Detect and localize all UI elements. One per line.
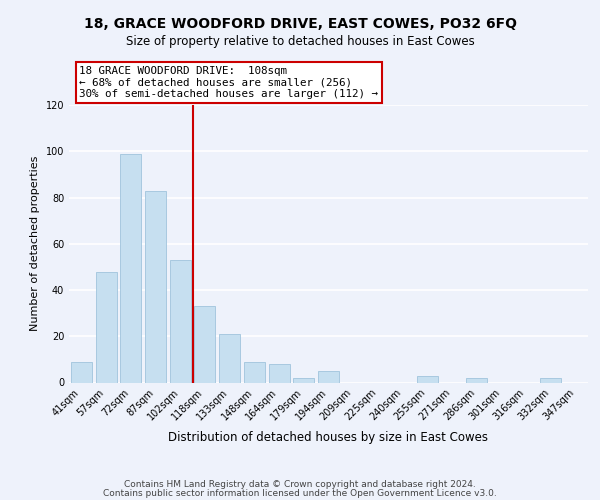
Bar (95, 272, 116, 382)
Text: Contains HM Land Registry data © Crown copyright and database right 2024.: Contains HM Land Registry data © Crown c… (124, 480, 476, 489)
Bar (318, 371, 339, 382)
Bar (71, 362, 92, 382)
Text: Size of property relative to detached houses in East Cowes: Size of property relative to detached ho… (125, 35, 475, 48)
Bar (293, 378, 314, 382)
Bar (145, 190, 166, 382)
Y-axis label: Number of detached properties: Number of detached properties (30, 156, 40, 332)
Bar (244, 362, 265, 382)
X-axis label: Distribution of detached houses by size in East Cowes: Distribution of detached houses by size … (169, 430, 488, 444)
Bar (219, 334, 240, 382)
Bar (541, 378, 562, 382)
Bar (120, 154, 141, 382)
Bar (466, 378, 487, 382)
Bar (194, 306, 215, 382)
Text: Contains public sector information licensed under the Open Government Licence v3: Contains public sector information licen… (103, 488, 497, 498)
Bar (417, 376, 438, 382)
Bar (170, 260, 191, 382)
Bar (269, 364, 290, 382)
Text: 18, GRACE WOODFORD DRIVE, EAST COWES, PO32 6FQ: 18, GRACE WOODFORD DRIVE, EAST COWES, PO… (83, 18, 517, 32)
Text: 18 GRACE WOODFORD DRIVE:  108sqm
← 68% of detached houses are smaller (256)
30% : 18 GRACE WOODFORD DRIVE: 108sqm ← 68% of… (79, 66, 379, 100)
